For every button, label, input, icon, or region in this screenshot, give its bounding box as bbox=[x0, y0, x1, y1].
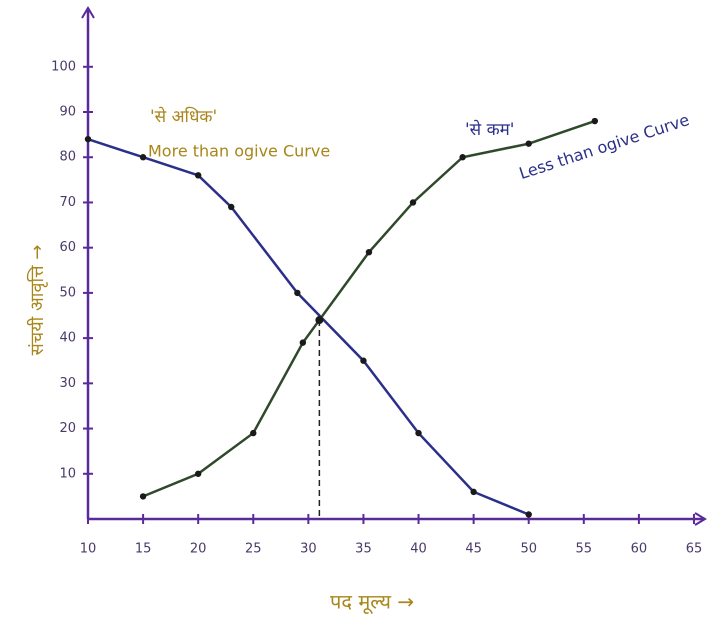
x-axis-label: पद मूल्य → bbox=[330, 590, 414, 615]
x-tick-label: 60 bbox=[631, 542, 648, 557]
y-tick-label: 70 bbox=[59, 195, 76, 210]
y-tick-label: 30 bbox=[59, 376, 76, 391]
data-point bbox=[194, 470, 202, 477]
data-point bbox=[415, 429, 422, 437]
data-point bbox=[250, 429, 257, 437]
y-axis-label: संचयी आवृत्ति → bbox=[26, 245, 48, 356]
data-point bbox=[294, 289, 301, 297]
data-point bbox=[299, 339, 307, 346]
x-tick-label: 10 bbox=[80, 542, 97, 557]
x-tick-label: 40 bbox=[410, 542, 427, 557]
x-axis-arrow bbox=[694, 512, 707, 526]
data-point bbox=[525, 140, 532, 147]
data-point bbox=[84, 135, 92, 143]
y-tick-label: 20 bbox=[59, 421, 76, 436]
x-tick-label: 30 bbox=[300, 542, 317, 557]
x-tick-label: 45 bbox=[465, 542, 482, 557]
x-tick-label: 20 bbox=[190, 542, 207, 557]
series-name: Less than ogive Curve bbox=[517, 110, 692, 183]
x-tick-label: 65 bbox=[686, 542, 703, 557]
data-point bbox=[139, 493, 147, 500]
series-annotation: 'से अधिक' bbox=[150, 106, 217, 127]
data-point bbox=[194, 172, 202, 179]
data-point bbox=[228, 203, 235, 211]
y-tick-label: 90 bbox=[59, 105, 76, 120]
x-tick-label: 35 bbox=[355, 542, 372, 557]
data-point bbox=[360, 357, 367, 364]
series-annotation: 'से कम' bbox=[465, 119, 514, 140]
series-line bbox=[87, 137, 530, 516]
intersection-point bbox=[315, 316, 324, 325]
y-axis-arrow bbox=[81, 6, 95, 19]
y-tick-label: 60 bbox=[59, 240, 76, 255]
x-tick-label: 50 bbox=[520, 542, 537, 557]
y-tick-label: 50 bbox=[59, 285, 76, 300]
y-tick-label: 80 bbox=[59, 150, 76, 165]
data-point bbox=[525, 511, 532, 518]
series-name: More than ogive Curve bbox=[148, 142, 330, 161]
x-tick-label: 25 bbox=[245, 542, 262, 557]
y-tick-label: 10 bbox=[59, 466, 76, 481]
data-point bbox=[365, 248, 373, 256]
x-tick-label: 55 bbox=[576, 542, 593, 557]
y-tick-label: 40 bbox=[59, 331, 76, 346]
data-point bbox=[409, 199, 417, 206]
data-point bbox=[470, 488, 477, 496]
y-tick-label: 100 bbox=[51, 59, 76, 74]
data-point bbox=[591, 117, 599, 125]
data-point bbox=[139, 154, 147, 161]
data-point bbox=[459, 154, 466, 161]
x-tick-label: 15 bbox=[135, 542, 152, 557]
